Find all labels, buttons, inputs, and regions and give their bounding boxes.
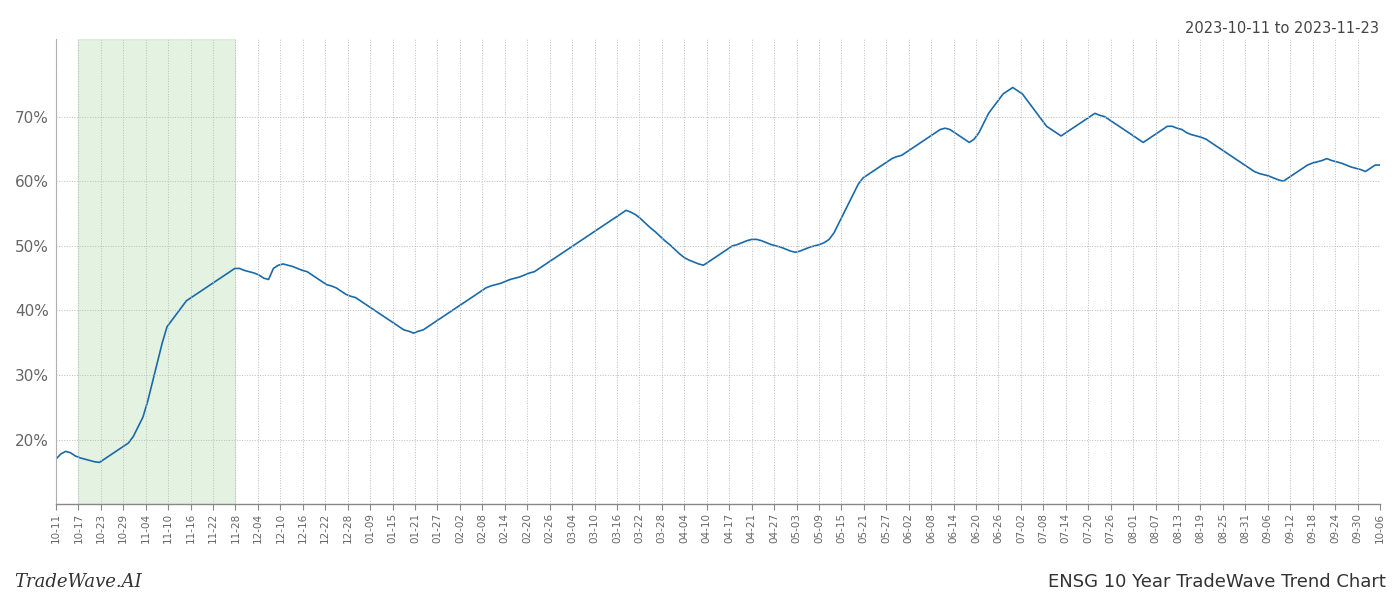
- Text: TradeWave.AI: TradeWave.AI: [14, 573, 141, 591]
- Bar: [78, 39, 235, 505]
- Text: ENSG 10 Year TradeWave Trend Chart: ENSG 10 Year TradeWave Trend Chart: [1049, 573, 1386, 591]
- Text: 2023-10-11 to 2023-11-23: 2023-10-11 to 2023-11-23: [1184, 21, 1379, 36]
